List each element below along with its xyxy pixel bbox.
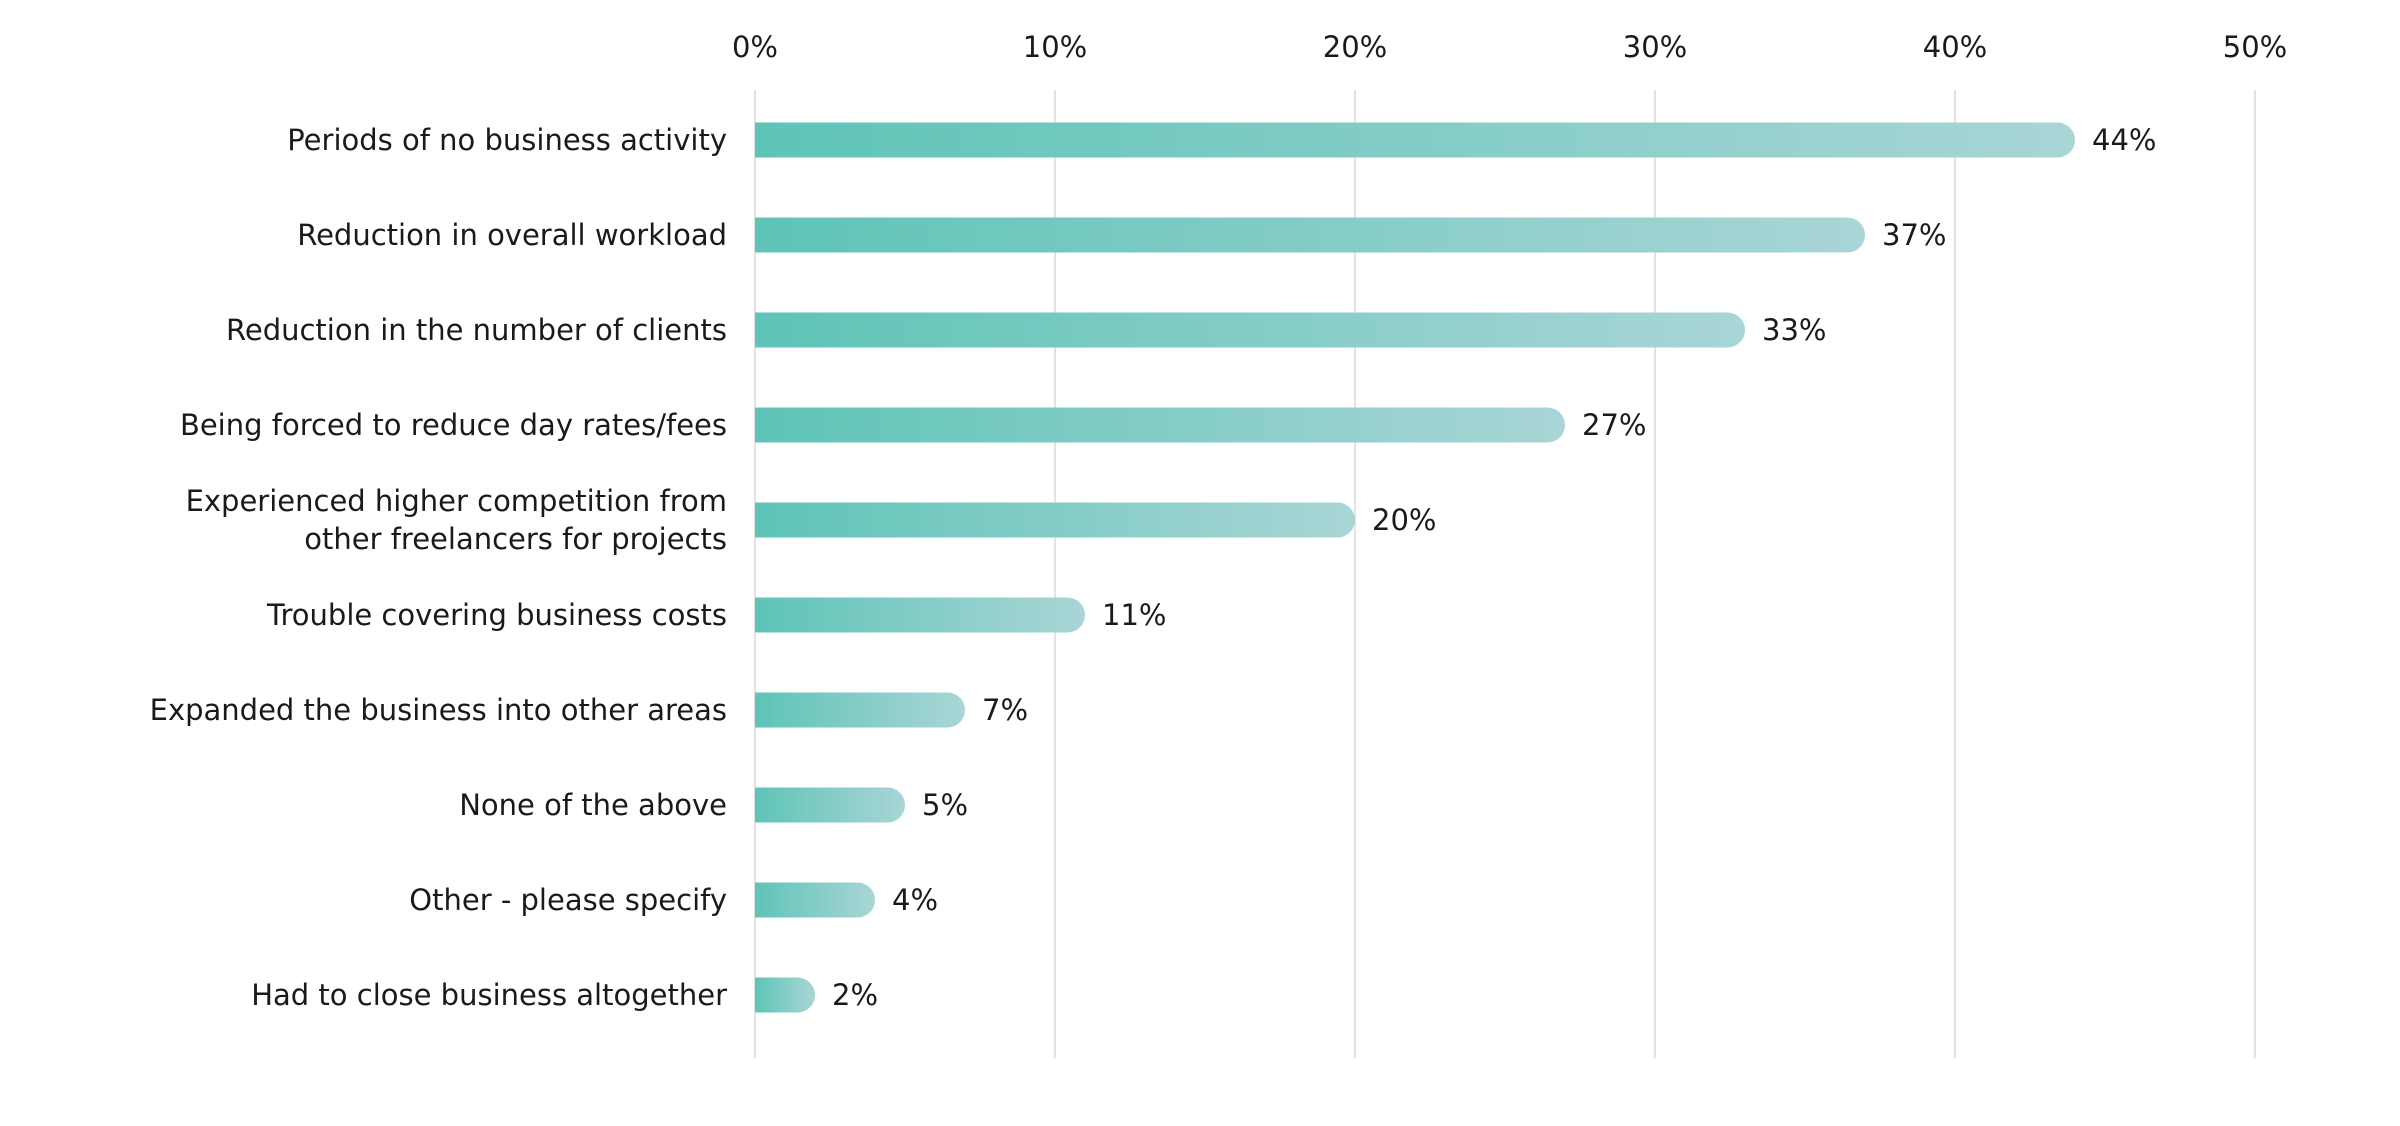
data-label: 7% — [982, 693, 1028, 727]
category-label: Reduction in overall workload — [297, 218, 727, 252]
bar — [755, 882, 875, 918]
category-label: Periods of no business activity — [287, 123, 727, 157]
category-label: Trouble covering business costs — [266, 598, 727, 632]
category-label: Experienced higher competition from — [186, 484, 727, 518]
x-tick-label: 50% — [2223, 30, 2287, 64]
data-label: 5% — [922, 788, 968, 822]
data-label: 2% — [832, 978, 878, 1012]
data-label: 44% — [2092, 123, 2156, 157]
bar — [755, 217, 1865, 253]
bar — [755, 692, 965, 728]
data-label: 11% — [1102, 598, 1166, 632]
category-label: Had to close business altogether — [251, 978, 727, 1012]
bar — [755, 407, 1565, 443]
x-tick-label: 0% — [732, 30, 778, 64]
category-labels: Periods of no business activity Reduction… — [150, 123, 727, 1012]
bars — [755, 122, 2075, 1013]
category-label: None of the above — [459, 788, 727, 822]
x-tick-label: 40% — [1923, 30, 1987, 64]
category-label: Other - please specify — [409, 883, 727, 917]
x-tick-label: 20% — [1323, 30, 1387, 64]
bar — [755, 597, 1085, 633]
x-axis-ticks: 0% 10% 20% 30% 40% 50% — [732, 30, 2287, 64]
category-label: other freelancers for projects — [304, 522, 727, 556]
data-label: 20% — [1372, 503, 1436, 537]
bar — [755, 502, 1355, 538]
bar — [755, 977, 815, 1013]
data-label: 4% — [892, 883, 938, 917]
bar — [755, 122, 2075, 158]
x-tick-label: 30% — [1623, 30, 1687, 64]
data-label: 37% — [1882, 218, 1946, 252]
bar — [755, 312, 1745, 348]
category-label: Reduction in the number of clients — [226, 313, 727, 347]
x-tick-label: 10% — [1023, 30, 1087, 64]
category-label: Expanded the business into other areas — [150, 693, 727, 727]
data-label: 27% — [1582, 408, 1646, 442]
category-label: Being forced to reduce day rates/fees — [180, 408, 727, 442]
bar — [755, 787, 905, 823]
data-label: 33% — [1762, 313, 1826, 347]
data-labels: 44% 37% 33% 27% 20% 11% 7% 5% 4% 2% — [832, 123, 2156, 1012]
